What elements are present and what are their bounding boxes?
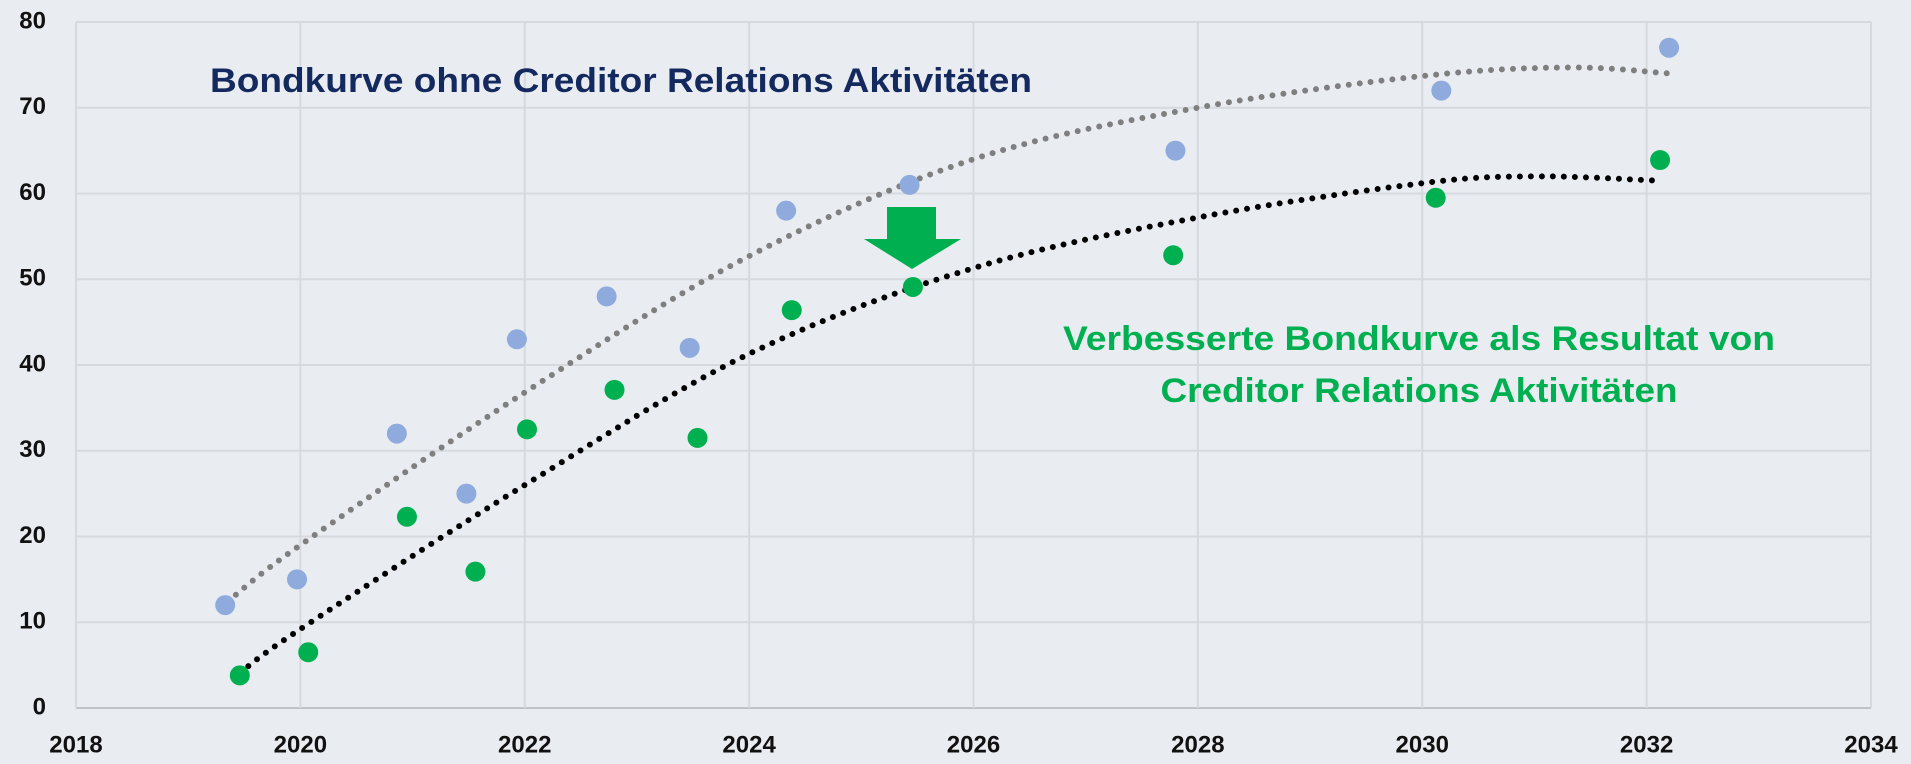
data-point — [776, 200, 797, 221]
trendline — [224, 64, 1673, 605]
data-point — [604, 379, 625, 400]
arrow-shaft — [887, 207, 936, 240]
data-point — [1163, 245, 1184, 266]
data-point — [465, 561, 486, 582]
annotation-green: Creditor Relations Aktivitäten — [1161, 372, 1678, 410]
x-tick-label: 2030 — [1396, 731, 1449, 758]
x-tick-label: 2026 — [947, 731, 1000, 758]
x-tick-label: 2024 — [722, 731, 776, 758]
x-tick-label: 2034 — [1844, 731, 1898, 758]
x-tick-label: 2018 — [49, 731, 102, 758]
y-tick-label: 70 — [19, 93, 46, 120]
x-tick-label: 2028 — [1171, 731, 1224, 758]
data-point — [287, 569, 308, 590]
y-tick-label: 10 — [19, 608, 46, 635]
y-tick-label: 50 — [19, 265, 46, 292]
y-tick-label: 20 — [19, 522, 46, 549]
data-point — [687, 427, 708, 448]
data-point — [1165, 140, 1186, 161]
data-point — [596, 286, 617, 307]
data-point — [456, 483, 477, 504]
data-point — [1650, 150, 1671, 171]
data-point — [1431, 80, 1452, 101]
data-point — [1659, 37, 1680, 58]
x-tick-label: 2020 — [274, 731, 327, 758]
data-point — [396, 506, 417, 527]
data-point — [1425, 187, 1446, 208]
data-point — [386, 423, 407, 444]
x-tick-label: 2032 — [1620, 731, 1673, 758]
data-point — [229, 665, 250, 686]
data-point — [506, 329, 527, 350]
data-point — [298, 642, 319, 663]
annotation-green: Verbesserte Bondkurve als Resultat von — [1063, 320, 1775, 358]
data-point — [516, 419, 537, 440]
arrow-head — [864, 239, 961, 269]
annotation-gray: Bondkurve ohne Creditor Relations Aktivi… — [210, 62, 1032, 100]
x-tick-label: 2022 — [498, 731, 551, 758]
data-point — [215, 595, 236, 616]
y-tick-label: 60 — [19, 179, 46, 206]
y-tick-label: 0 — [33, 693, 46, 720]
points — [215, 37, 1680, 686]
data-point — [899, 174, 920, 195]
data-point — [679, 337, 700, 358]
y-tick-label: 80 — [19, 7, 46, 34]
trendlines — [224, 64, 1673, 676]
data-point — [902, 276, 923, 297]
data-point — [781, 300, 802, 321]
trendline — [236, 173, 1661, 676]
y-tick-label: 40 — [19, 350, 46, 377]
y-tick-label: 30 — [19, 436, 46, 463]
arrow — [864, 207, 961, 269]
